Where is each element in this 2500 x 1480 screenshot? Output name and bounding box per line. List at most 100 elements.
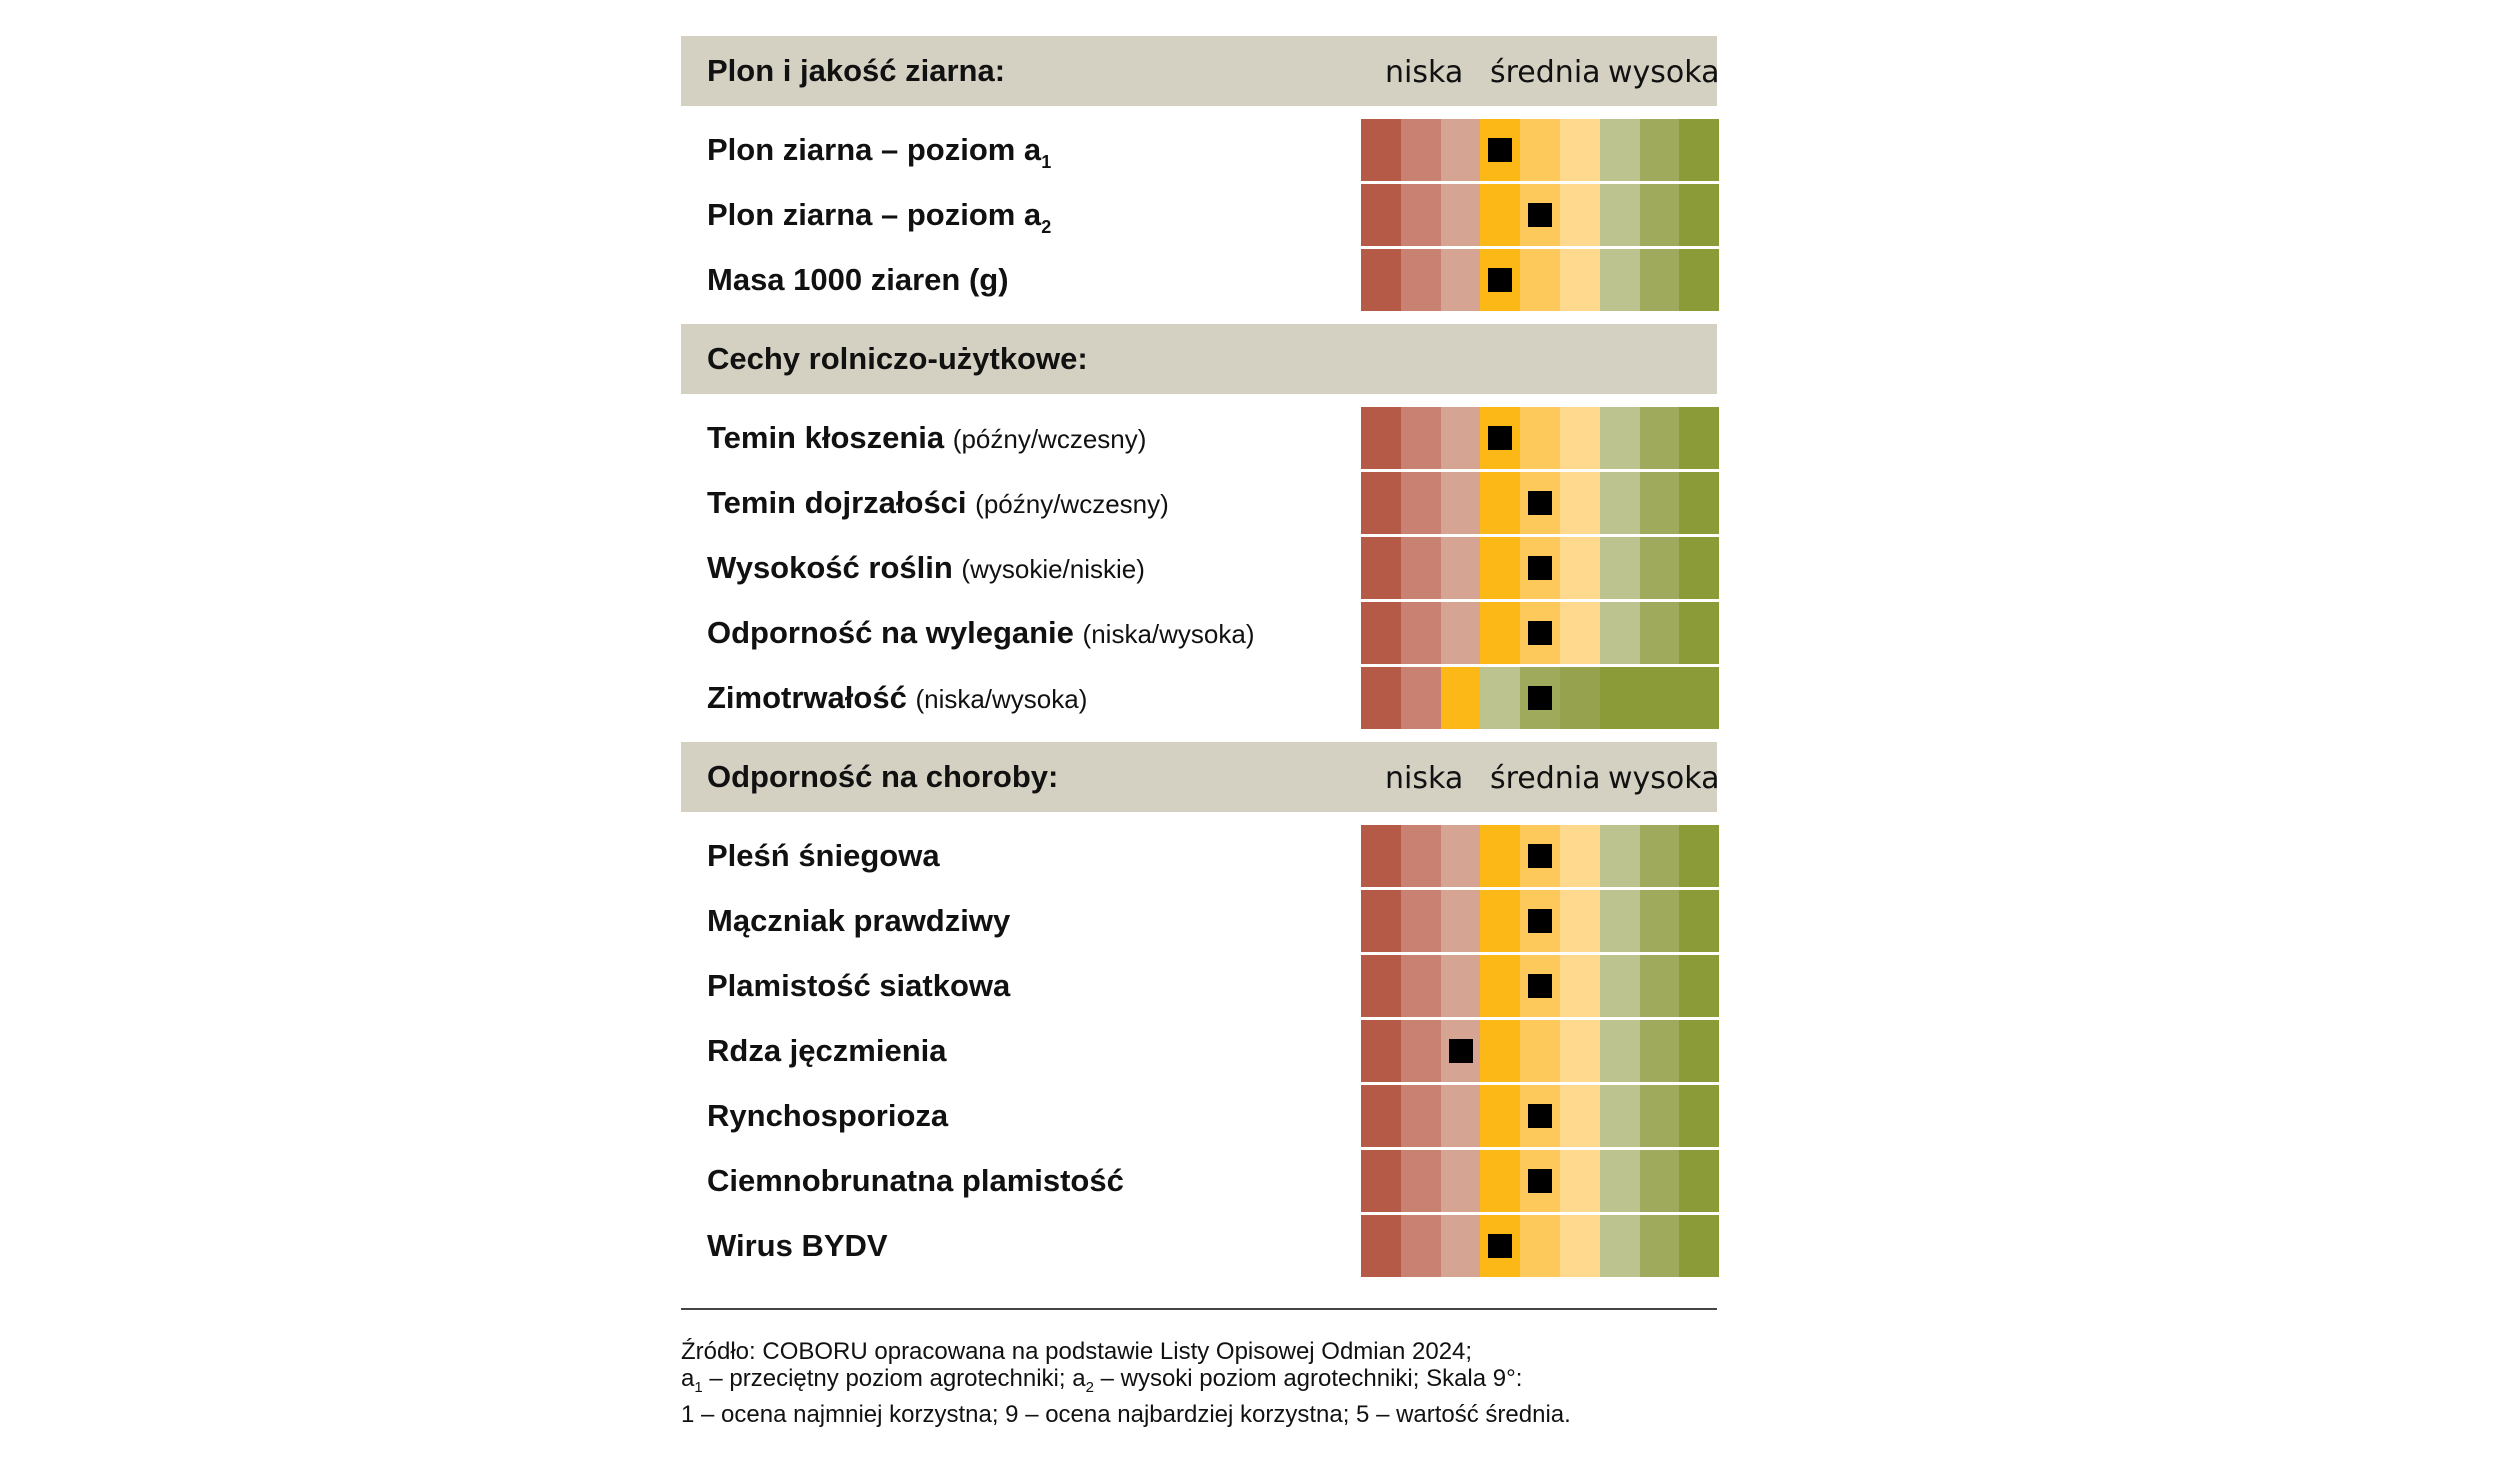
scale-cell-8: [1639, 472, 1680, 534]
scale-cell-7: [1599, 249, 1640, 311]
trait-name: Plamistość siatkowa: [707, 968, 1011, 1003]
scale-cell-3: [1440, 1215, 1481, 1277]
rating-row-label: Plon ziarna – poziom a1: [707, 119, 1051, 193]
scale-cell-8: [1639, 537, 1680, 599]
rating-row-label: Plon ziarna – poziom a2: [707, 184, 1051, 258]
scale-cell-2: [1400, 1020, 1441, 1082]
scale-cell-2: [1400, 184, 1441, 246]
trait-name: Wirus BYDV: [707, 1228, 888, 1263]
rating-row: Wysokość roślin (wysokie/niskie): [681, 537, 1720, 599]
scale-cell-4: [1480, 825, 1521, 887]
scale-cell-7: [1599, 119, 1640, 181]
rating-row: Plamistość siatkowa: [681, 955, 1720, 1017]
scale-label-mid: średnia: [1490, 761, 1601, 796]
rating-marker: [1488, 138, 1513, 162]
section-header: Odporność na choroby: niska średnia wysoka: [681, 742, 1720, 812]
scale-cell-9: [1679, 1020, 1720, 1082]
scale-cell-7: [1599, 1215, 1640, 1277]
scale-cell-6: [1559, 955, 1600, 1017]
trait-note: (wysokie/niskie): [961, 554, 1145, 584]
rating-row-label: Rdza jęczmienia: [707, 1020, 946, 1082]
scale-cell-6: [1559, 890, 1600, 952]
scale-cell-1: [1361, 537, 1401, 599]
scale-cell-9: [1679, 407, 1720, 469]
rating-row-label: Rynchosporioza: [707, 1085, 948, 1147]
rating-marker: [1528, 974, 1553, 998]
trait-name: Masa 1000 ziaren (g): [707, 262, 1009, 297]
trait-name: Mączniak prawdziwy: [707, 903, 1011, 938]
trait-name: Odporność na wyleganie: [707, 615, 1074, 650]
scale-cell-1: [1361, 955, 1401, 1017]
rating-row-label: Wirus BYDV: [707, 1215, 888, 1277]
scale-cell-9: [1679, 890, 1720, 952]
scale-cell-8: [1639, 1085, 1680, 1147]
scale-cell-1: [1361, 602, 1401, 664]
scale-cell-6: [1559, 602, 1600, 664]
rating-marker: [1528, 686, 1553, 710]
scale-cell-3: [1440, 825, 1481, 887]
scale-cell-2: [1400, 119, 1441, 181]
scale-cell-4: [1480, 1085, 1521, 1147]
scale-cell-1: [1361, 1085, 1401, 1147]
scale-cell-7: [1599, 667, 1720, 729]
rating-marker: [1528, 203, 1553, 227]
rating-row: Odporność na wyleganie (niska/wysoka): [681, 602, 1720, 664]
scale-cell-2: [1400, 407, 1441, 469]
scale-cell-1: [1361, 890, 1401, 952]
section-title: Odporność na choroby:: [707, 759, 1059, 794]
scale-cell-9: [1679, 119, 1720, 181]
trait-name: Rynchosporioza: [707, 1098, 949, 1133]
scale-cell-1: [1361, 1020, 1401, 1082]
trait-note: (niska/wysoka): [1082, 619, 1255, 649]
scale-cell-5: [1520, 407, 1560, 469]
scale-cell-1: [1361, 407, 1401, 469]
rating-row: Rdza jęczmienia: [681, 1020, 1720, 1082]
scale-cell-4: [1480, 890, 1521, 952]
scale-cell-8: [1639, 955, 1680, 1017]
scale-cell-6: [1559, 472, 1600, 534]
footnote-line-1: Źródło: COBORU opracowana na podstawie L…: [681, 1338, 1473, 1365]
trait-name: Pleśń śniegowa: [707, 838, 940, 873]
scale-cell-4: [1480, 472, 1521, 534]
rating-scale-bar: [1361, 184, 1720, 246]
scale-label-high: wysoka: [1608, 55, 1720, 90]
rating-scale-bar: [1361, 1215, 1720, 1277]
rating-marker: [1528, 491, 1553, 515]
trait-name: Temin kłoszenia: [707, 420, 945, 455]
trait-note: (późny/wczesny): [952, 424, 1147, 454]
scale-cell-8: [1639, 249, 1680, 311]
scale-cell-3: [1440, 407, 1481, 469]
trait-subscript: 1: [1041, 152, 1052, 172]
rating-row-label: Temin kłoszenia (późny/wczesny): [707, 407, 1146, 470]
rating-row-label: Mączniak prawdziwy: [707, 890, 1010, 952]
rating-scale-bar: [1361, 955, 1720, 1017]
scale-cell-6: [1559, 1020, 1600, 1082]
scale-cell-8: [1639, 1215, 1680, 1277]
rating-row: Ciemnobrunatna plamistość: [681, 1150, 1720, 1212]
scale-cell-6: [1559, 537, 1600, 599]
scale-cell-6: [1559, 1085, 1600, 1147]
scale-cell-8: [1639, 119, 1680, 181]
rating-row-label: Pleśń śniegowa: [707, 825, 940, 887]
rating-row-label: Temin dojrzałości (późny/wczesny): [707, 472, 1169, 535]
scale-cell-3: [1440, 1150, 1481, 1212]
scale-cell-7: [1599, 602, 1640, 664]
trait-note: (późny/wczesny): [975, 489, 1169, 519]
rating-scale-bar: [1361, 472, 1720, 534]
scale-cell-8: [1639, 890, 1680, 952]
scale-cell-9: [1679, 825, 1720, 887]
scale-cell-9: [1679, 1215, 1720, 1277]
scale-cell-2: [1400, 890, 1441, 952]
rating-row-label: Masa 1000 ziaren (g): [707, 249, 1009, 311]
trait-name: Plon ziarna – poziom a: [707, 197, 1042, 232]
rating-marker: [1528, 621, 1553, 645]
trait-name: Rdza jęczmienia: [707, 1033, 947, 1068]
scale-cell-6: [1559, 407, 1600, 469]
footnote-text-b: – przeciętny poziom agrotechniki; a: [702, 1365, 1086, 1392]
footnote: Źródło: COBORU opracowana na podstawie L…: [681, 1338, 1717, 1428]
rating-scale-bar: [1361, 1020, 1720, 1082]
scale-label-high: wysoka: [1608, 761, 1720, 796]
trait-name: Plon ziarna – poziom a: [707, 132, 1042, 167]
scale-cell-6: [1559, 1215, 1600, 1277]
